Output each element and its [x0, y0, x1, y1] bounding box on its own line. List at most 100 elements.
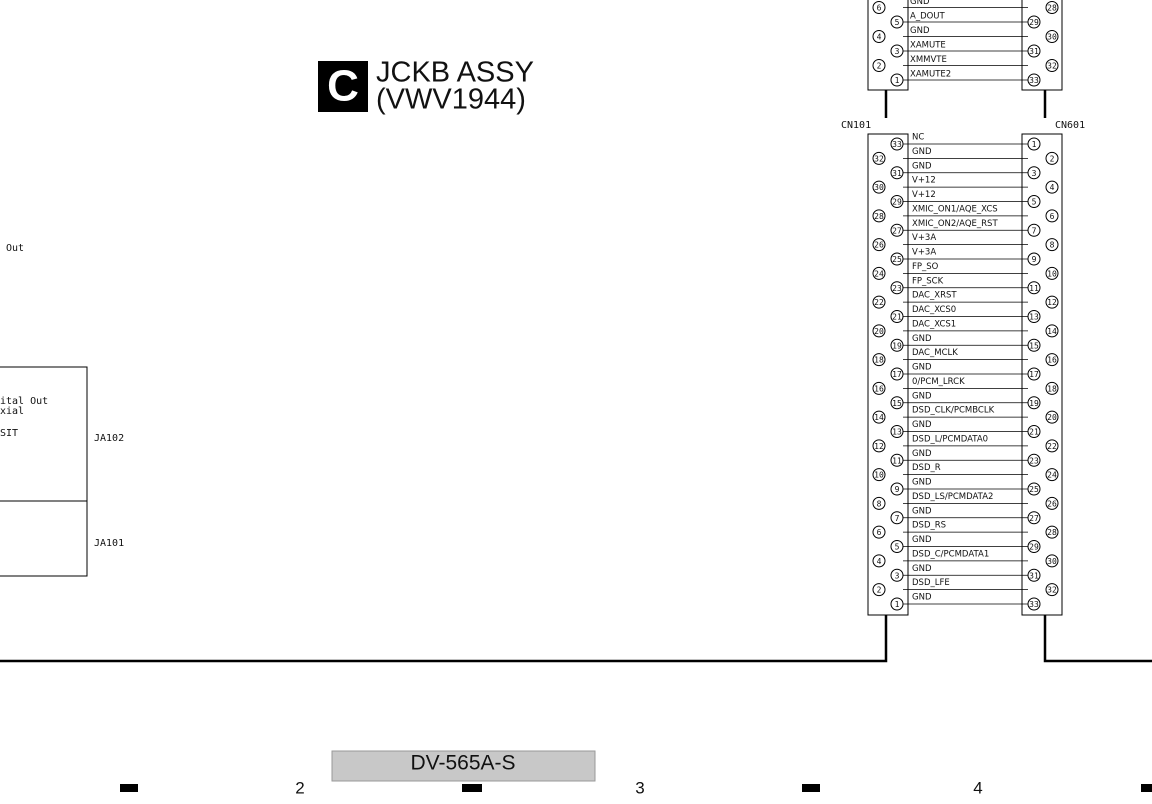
pin-number: 18 — [1047, 384, 1057, 393]
pin-circle — [1045, 554, 1059, 568]
pin-circle — [1027, 597, 1041, 611]
pin-circle — [1027, 310, 1041, 323]
signal-label: XAMUTE2 — [910, 70, 951, 80]
pin-circle — [890, 338, 904, 352]
pin-number: 11 — [1029, 284, 1039, 293]
pin-number: 31 — [1029, 47, 1039, 56]
pin-number: 1 — [1032, 140, 1037, 149]
zone-number: 4 — [973, 778, 982, 797]
pin-circle — [1045, 295, 1059, 309]
pin-circle — [890, 281, 904, 295]
pin-number: 32 — [1047, 586, 1057, 595]
pin-circle — [890, 310, 904, 323]
ja102-label: JA102 — [94, 433, 124, 444]
pin-circle — [872, 238, 886, 252]
pin-number: 3 — [1032, 169, 1037, 178]
cn601-label: CN601 — [1055, 120, 1085, 131]
pin-number: 11 — [892, 456, 902, 465]
signal-label: DSD_C/PCMDATA1 — [912, 549, 989, 559]
pin-number: 6 — [877, 528, 882, 537]
pin-number: 15 — [1029, 341, 1039, 350]
pin-number: 7 — [1032, 226, 1037, 235]
pin-circle — [872, 381, 886, 395]
pin-circle — [1027, 568, 1041, 582]
signal-label: GND — [912, 334, 932, 344]
pin-circle — [1045, 353, 1059, 367]
pin-circle — [872, 266, 886, 280]
pin-number: 20 — [1047, 413, 1057, 422]
pin-number: 6 — [1050, 212, 1055, 221]
pin-circle — [890, 568, 904, 582]
signal-label: XMIC_ON1/AQE_XCS — [912, 204, 998, 214]
signal-label: V+3A — [912, 233, 936, 243]
pin-circle — [1027, 137, 1041, 151]
signal-label: V+12 — [912, 176, 936, 186]
signal-label: DSD_LS/PCMDATA2 — [912, 492, 993, 502]
pin-number: 25 — [1029, 485, 1039, 494]
signal-label: DSD_R — [912, 463, 941, 473]
pin-circle — [1027, 252, 1041, 266]
zone-marker — [120, 784, 138, 792]
pin-circle — [1045, 1, 1059, 14]
pin-number: 31 — [892, 169, 902, 178]
pin-number: 5 — [895, 18, 900, 27]
pin-number: 5 — [895, 543, 900, 552]
pin-number: 16 — [1047, 356, 1057, 365]
signal-label: GND — [912, 564, 932, 574]
pin-circle — [890, 137, 904, 151]
pin-circle — [890, 44, 904, 58]
pin-number: 26 — [1047, 499, 1057, 508]
pin-number: 6 — [877, 4, 882, 13]
signal-label: GND — [912, 161, 932, 171]
pin-number: 21 — [1029, 428, 1039, 437]
signal-label: DSD_LFE — [912, 578, 950, 588]
pin-circle — [1045, 209, 1059, 223]
pin-number: 8 — [1050, 241, 1055, 250]
pin-circle — [872, 468, 886, 482]
pin-circle — [1045, 439, 1059, 453]
pin-circle — [890, 540, 904, 553]
pin-number: 33 — [1029, 600, 1039, 609]
pin-number: 28 — [1047, 4, 1057, 13]
pin-number: 30 — [874, 183, 884, 192]
pin-circle — [872, 554, 886, 568]
wiring — [0, 0, 1152, 663]
pin-circle — [890, 425, 904, 438]
out-label: Out — [6, 243, 24, 254]
pin-circle — [1027, 367, 1041, 381]
pin-circle — [890, 367, 904, 381]
pin-circle — [872, 353, 886, 367]
pin-number: 10 — [874, 471, 884, 480]
signal-label: DSD_RS — [912, 521, 946, 531]
pin-circle — [890, 511, 904, 525]
pin-circle — [872, 151, 886, 165]
signal-label: DSD_CLK/PCMBCLK — [912, 406, 995, 416]
pin-circle — [1045, 151, 1059, 165]
pin-circle — [1045, 59, 1059, 72]
pin-number: 4 — [877, 33, 882, 42]
pin-number: 5 — [1032, 198, 1037, 207]
pin-circle — [1045, 583, 1059, 597]
signal-label: DAC_XRST — [912, 291, 957, 301]
pin-circle — [1045, 324, 1059, 338]
pin-number: 1 — [895, 76, 900, 85]
signal-label: GND — [912, 147, 932, 157]
pin-circle — [872, 295, 886, 309]
pin-circle — [1045, 381, 1059, 395]
pin-number: 10 — [1047, 269, 1057, 278]
cn601-box — [1021, 133, 1063, 616]
pin-circle — [1045, 525, 1059, 539]
pin-circle — [890, 252, 904, 266]
pin-number: 21 — [892, 313, 902, 322]
ja101-label: JA101 — [94, 538, 124, 549]
pin-number: 18 — [874, 356, 884, 365]
pin-number: 3 — [895, 571, 900, 580]
pin-number: 12 — [1047, 298, 1057, 307]
pin-circle — [872, 180, 886, 194]
pin-number: 28 — [874, 212, 884, 221]
pin-circle — [872, 525, 886, 539]
signal-label: FP_SO — [912, 262, 939, 272]
model-box — [331, 750, 596, 782]
pin-number: 16 — [874, 384, 884, 393]
pin-number: 19 — [1029, 399, 1039, 408]
